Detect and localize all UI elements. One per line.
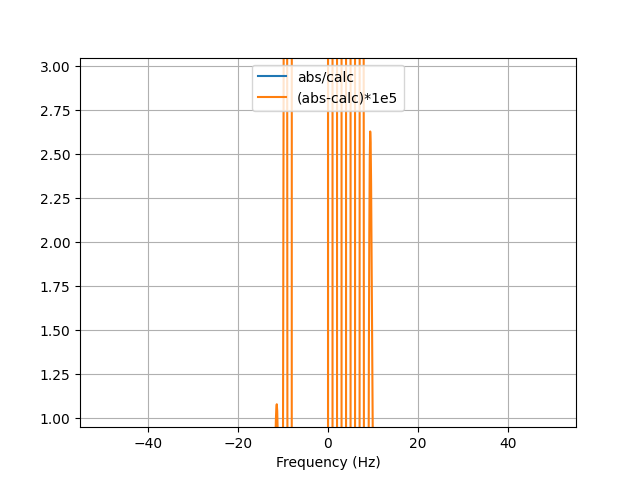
Line: (abs-calc)*1e5: (abs-calc)*1e5 (102, 0, 554, 480)
X-axis label: Frequency (Hz): Frequency (Hz) (276, 456, 380, 470)
Legend: abs/calc, (abs-calc)*1e5: abs/calc, (abs-calc)*1e5 (252, 64, 404, 110)
